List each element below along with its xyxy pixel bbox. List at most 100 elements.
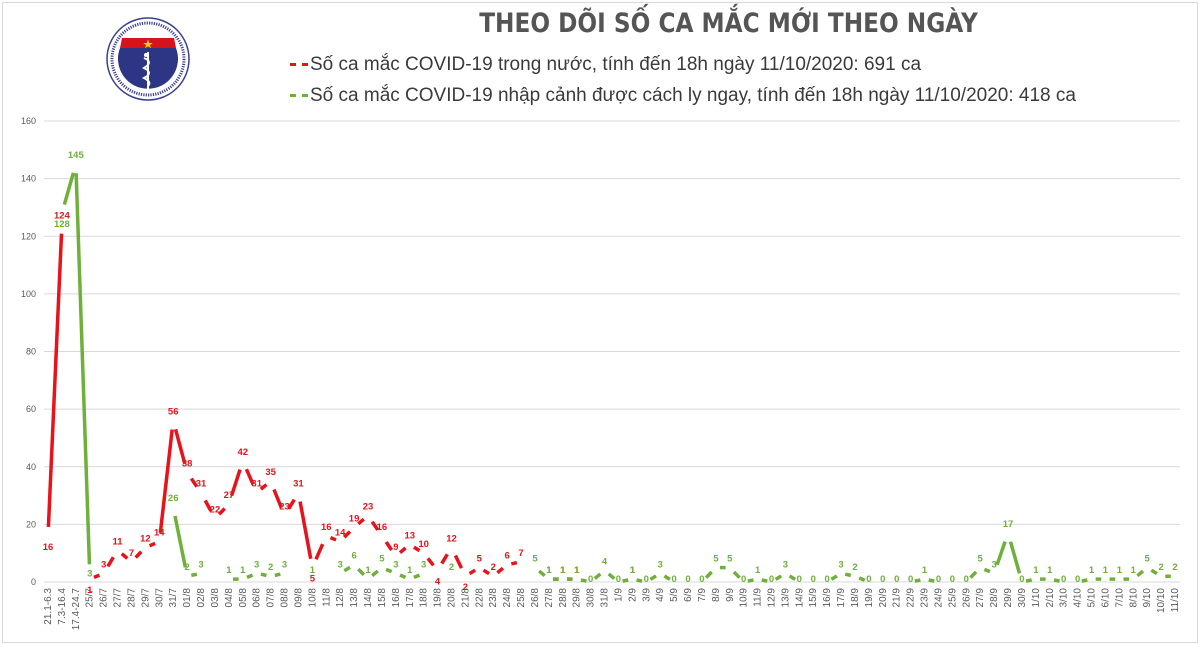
imported-data-label: 1: [1033, 565, 1039, 576]
x-tick-label: 3/9: [641, 588, 652, 602]
x-tick-label: 28/8: [558, 588, 569, 608]
domestic-data-label: 3: [101, 559, 106, 570]
x-tick-label: 17/9: [836, 588, 847, 608]
domestic-data-label: 38: [182, 459, 193, 470]
domestic-data-label: 31: [251, 479, 262, 490]
x-tick-label: 12/8: [335, 588, 346, 608]
domestic-line-segment: [272, 488, 283, 509]
imported-line-segment: [788, 574, 797, 581]
domestic-line-segment: [93, 573, 101, 580]
x-tick-label: 30/9: [1017, 588, 1028, 608]
domestic-line-segment: [46, 233, 64, 527]
imported-line-segment: [928, 578, 935, 583]
legend-domestic-label: Số ca mắc COVID-19 trong nước, tính đến …: [310, 54, 922, 75]
domestic-line-segment: [453, 554, 464, 569]
imported-data-label: 5: [713, 554, 719, 565]
x-tick-label: 29/7: [140, 588, 151, 608]
domestic-line-segment: [148, 541, 156, 548]
x-tick-label: 6/10: [1100, 588, 1111, 608]
imported-data-label: 6: [351, 551, 356, 562]
y-tick-label: 40: [26, 462, 36, 472]
imported-data-label: 5: [532, 554, 538, 565]
imported-line-segment: [357, 567, 366, 577]
domestic-data-label: 1: [630, 565, 636, 576]
domestic-data-label: 16: [377, 522, 388, 533]
imported-data-label: 2: [268, 562, 273, 573]
x-tick-label: 10/8: [307, 588, 318, 608]
imported-line-segment: [704, 570, 713, 579]
domestic-data-label: 10: [418, 539, 429, 550]
domestic-data-label: 7: [518, 548, 523, 559]
x-tick-label: 29/8: [572, 588, 583, 608]
imported-data-label: 4: [602, 556, 608, 567]
imported-data-label: 3: [254, 559, 259, 570]
x-tick-label: 10/10: [1156, 588, 1167, 613]
imported-line-segment: [914, 578, 921, 583]
x-tick-label: 3/10: [1059, 588, 1070, 608]
imported-data-label: 17: [1003, 519, 1014, 530]
x-tick-label: 09/8: [293, 588, 304, 608]
imported-line-segment: [413, 573, 421, 580]
domestic-line-segment: [244, 468, 255, 486]
imported-data-label: 0: [616, 574, 621, 585]
imported-line-segment: [995, 540, 1007, 566]
x-tick-label: 27/7: [113, 588, 124, 608]
imported-data-label: 1: [1103, 565, 1109, 576]
imported-data-label: 128: [54, 219, 70, 230]
green-dash-icon: [290, 94, 296, 98]
imported-data-label: 0: [1075, 574, 1080, 585]
domestic-line-segment: [189, 477, 199, 488]
imported-line-segment: [844, 572, 852, 578]
imported-data-label: 2: [852, 562, 857, 573]
domestic-line-segment: [106, 556, 115, 568]
domestic-data-label: 27: [224, 490, 235, 501]
x-tick-label: 06/8: [252, 588, 263, 608]
imported-data-label: 0: [644, 574, 649, 585]
imported-data-label: 3: [783, 559, 788, 570]
imported-data-label: 1: [1089, 565, 1095, 576]
x-tick-label: 01/8: [182, 588, 193, 608]
domestic-data-label: 16: [321, 522, 332, 533]
domestic-data-label: 23: [363, 502, 374, 513]
legend-domestic: Số ca mắc COVID-19 trong nước, tính đến …: [290, 54, 921, 76]
x-tick-label: 21/8: [460, 588, 471, 608]
imported-line-segment: [1025, 578, 1033, 583]
imported-line-segment: [1053, 578, 1060, 583]
x-tick-label: 8/10: [1128, 588, 1139, 608]
domestic-data-label: 7: [129, 548, 134, 559]
domestic-data-label: 2: [491, 562, 496, 573]
domestic-line-segment: [398, 546, 407, 554]
domestic-line-segment: [158, 429, 174, 533]
domestic-data-label: 1: [560, 565, 566, 576]
imported-data-label: 3: [282, 559, 287, 570]
imported-line-segment: [649, 574, 657, 581]
imported-line-segment: [260, 572, 267, 578]
x-tick-label: 14/8: [363, 588, 374, 608]
imported-data-label: 145: [68, 150, 85, 161]
x-tick-label: 24/8: [502, 588, 513, 608]
imported-data-label: 3: [991, 559, 996, 570]
y-tick-label: 160: [21, 116, 36, 126]
domestic-data-label: 1: [87, 585, 93, 596]
imported-data-label: 3: [393, 559, 398, 570]
x-tick-label: 02/8: [196, 588, 207, 608]
imported-data-label: 1: [226, 565, 232, 576]
domestic-data-label: 14: [335, 528, 346, 539]
x-tick-label: 24/9: [933, 588, 944, 608]
x-tick-label: 13/9: [780, 588, 791, 608]
x-tick-label: 12/9: [767, 588, 778, 608]
imported-data-label: 0: [1061, 574, 1066, 585]
x-tick-label: 05/8: [238, 588, 249, 608]
imported-data-label: 1: [365, 565, 371, 576]
x-tick-label: 21.1-6.3: [43, 588, 54, 625]
imported-line-segment: [385, 567, 393, 574]
y-tick-label: 100: [21, 289, 36, 299]
domestic-line-segment: [120, 552, 129, 560]
imported-data-label: 0: [671, 574, 676, 585]
chart-title: THEO DÕI SỐ CA MẮC MỚI THEO NGÀY: [479, 8, 978, 39]
x-tick-label: 25/8: [516, 588, 527, 608]
imported-data-label: 2: [184, 562, 189, 573]
imported-line-segment: [173, 515, 188, 568]
